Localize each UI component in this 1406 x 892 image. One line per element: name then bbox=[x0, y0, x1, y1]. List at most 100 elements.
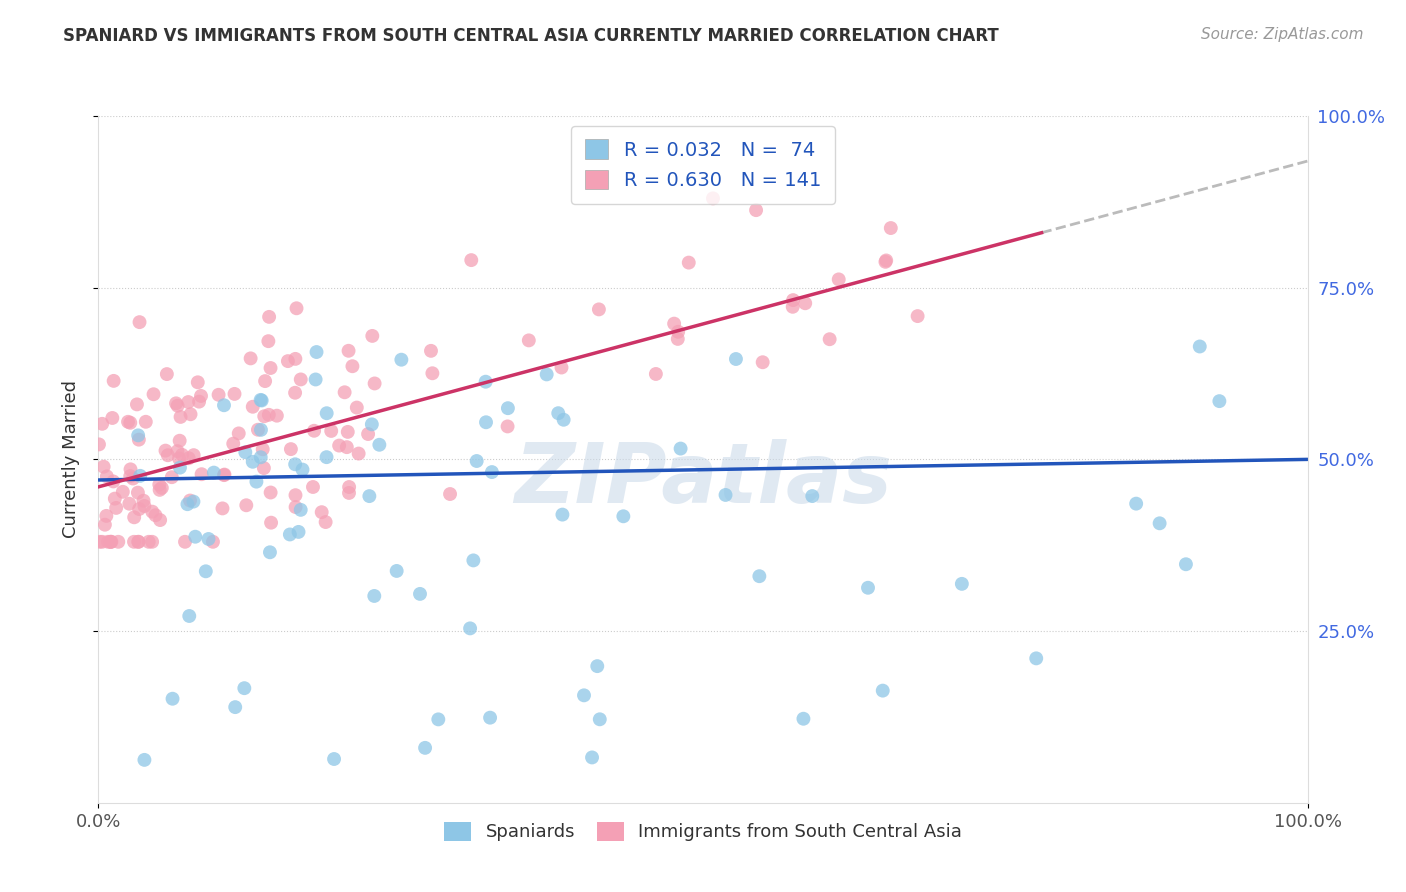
Point bbox=[156, 367, 179, 381]
Point bbox=[427, 712, 450, 726]
Point bbox=[463, 553, 485, 567]
Point bbox=[328, 439, 350, 453]
Point bbox=[224, 700, 246, 714]
Point bbox=[174, 534, 197, 549]
Point bbox=[284, 351, 307, 366]
Point bbox=[460, 253, 482, 268]
Point bbox=[284, 500, 307, 514]
Point bbox=[111, 484, 134, 499]
Point bbox=[458, 621, 481, 635]
Point bbox=[782, 293, 804, 307]
Point bbox=[169, 460, 191, 475]
Point bbox=[166, 399, 188, 413]
Point bbox=[409, 587, 432, 601]
Point bbox=[422, 366, 444, 380]
Point bbox=[872, 683, 894, 698]
Point bbox=[801, 489, 824, 503]
Point bbox=[120, 469, 142, 483]
Point bbox=[1125, 497, 1147, 511]
Point bbox=[96, 508, 118, 523]
Point bbox=[1149, 516, 1171, 531]
Point bbox=[907, 309, 929, 323]
Point bbox=[228, 426, 250, 441]
Point bbox=[547, 406, 569, 420]
Point bbox=[413, 740, 436, 755]
Point bbox=[662, 317, 685, 331]
Point bbox=[589, 712, 612, 726]
Point bbox=[91, 534, 114, 549]
Point bbox=[180, 407, 202, 421]
Point bbox=[581, 750, 603, 764]
Point bbox=[156, 448, 179, 462]
Point bbox=[572, 689, 595, 703]
Point bbox=[550, 360, 572, 375]
Point bbox=[337, 343, 360, 358]
Point bbox=[553, 413, 575, 427]
Point bbox=[336, 425, 359, 439]
Point bbox=[551, 508, 574, 522]
Y-axis label: Currently Married: Currently Married bbox=[62, 380, 80, 539]
Text: SPANIARD VS IMMIGRANTS FROM SOUTH CENTRAL ASIA CURRENTLY MARRIED CORRELATION CHA: SPANIARD VS IMMIGRANTS FROM SOUTH CENTRA… bbox=[63, 27, 1000, 45]
Point bbox=[122, 510, 145, 524]
Point bbox=[385, 564, 408, 578]
Point bbox=[166, 444, 188, 458]
Point bbox=[284, 458, 307, 472]
Point bbox=[496, 419, 519, 434]
Point bbox=[118, 497, 141, 511]
Point bbox=[100, 534, 122, 549]
Point bbox=[278, 527, 301, 541]
Point bbox=[517, 334, 540, 348]
Point bbox=[239, 351, 262, 366]
Point bbox=[280, 442, 302, 456]
Point bbox=[346, 401, 368, 415]
Point bbox=[141, 534, 163, 549]
Point bbox=[177, 451, 200, 466]
Point bbox=[103, 374, 125, 388]
Point bbox=[149, 483, 172, 497]
Point bbox=[880, 221, 903, 235]
Point bbox=[714, 488, 737, 502]
Point bbox=[724, 351, 747, 366]
Point bbox=[117, 415, 139, 429]
Point bbox=[336, 440, 359, 454]
Point bbox=[479, 711, 502, 725]
Point bbox=[155, 443, 177, 458]
Point bbox=[748, 569, 770, 583]
Point bbox=[87, 437, 110, 451]
Legend: Spaniards, Immigrants from South Central Asia: Spaniards, Immigrants from South Central… bbox=[437, 815, 969, 848]
Point bbox=[162, 691, 184, 706]
Point bbox=[202, 466, 225, 480]
Point bbox=[184, 530, 207, 544]
Point bbox=[363, 376, 385, 391]
Point bbox=[104, 491, 127, 506]
Point bbox=[474, 375, 496, 389]
Point bbox=[100, 534, 122, 549]
Point bbox=[678, 255, 700, 269]
Point bbox=[291, 462, 314, 476]
Point bbox=[169, 434, 191, 448]
Point bbox=[285, 301, 308, 316]
Point bbox=[249, 392, 271, 407]
Point bbox=[792, 712, 814, 726]
Point bbox=[751, 355, 773, 369]
Point bbox=[257, 334, 280, 348]
Point bbox=[305, 345, 328, 359]
Text: Source: ZipAtlas.com: Source: ZipAtlas.com bbox=[1201, 27, 1364, 42]
Point bbox=[311, 505, 333, 519]
Point bbox=[250, 423, 273, 437]
Point bbox=[89, 534, 111, 549]
Point bbox=[363, 589, 385, 603]
Point bbox=[190, 467, 212, 482]
Point bbox=[439, 487, 461, 501]
Point bbox=[167, 451, 190, 466]
Point bbox=[287, 524, 309, 539]
Point bbox=[315, 406, 337, 420]
Point bbox=[190, 389, 212, 403]
Point bbox=[149, 513, 172, 527]
Point bbox=[176, 497, 198, 511]
Point bbox=[134, 753, 156, 767]
Point bbox=[128, 315, 150, 329]
Point bbox=[337, 486, 360, 500]
Point bbox=[132, 493, 155, 508]
Point bbox=[96, 469, 118, 483]
